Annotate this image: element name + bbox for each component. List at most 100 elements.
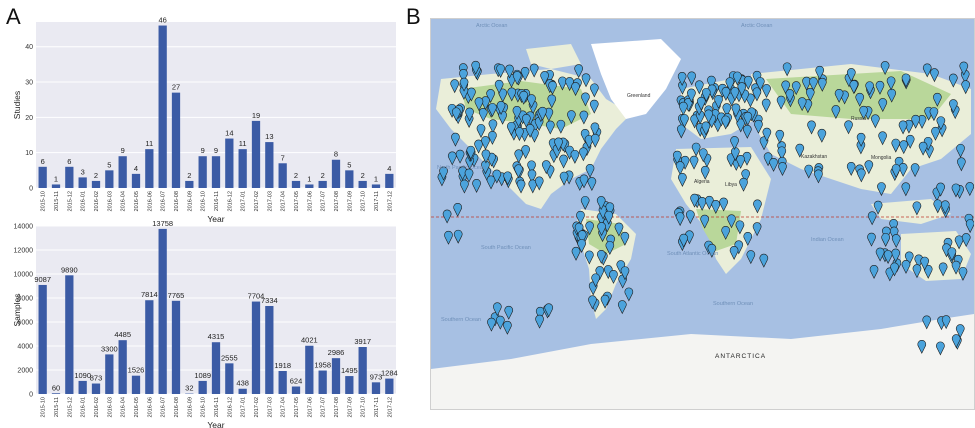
studies-bar <box>198 156 207 188</box>
samples-bar <box>305 345 314 394</box>
map-marker <box>585 250 594 265</box>
map-marker <box>889 226 899 241</box>
samples-bar <box>118 340 127 394</box>
map-marker <box>846 162 856 176</box>
map-marker <box>525 124 535 138</box>
studies-data-label: 13 <box>265 132 273 141</box>
map-marker <box>958 266 968 281</box>
samples-x-tick-label: 2017-12 <box>387 397 393 418</box>
map-marker <box>529 63 539 78</box>
map-marker <box>922 63 932 78</box>
map-canvas <box>431 19 974 409</box>
samples-data-label: 7814 <box>141 290 158 299</box>
studies-data-label: 11 <box>239 139 247 148</box>
samples-x-tick-label: 2017-03 <box>267 397 273 418</box>
samples-data-label: 9890 <box>61 265 78 274</box>
studies-data-label: 6 <box>67 157 71 166</box>
studies-data-label: 8 <box>334 150 338 159</box>
samples-bar <box>265 305 274 394</box>
map-marker <box>570 149 580 164</box>
map-marker <box>675 212 685 227</box>
map-marker <box>609 270 618 284</box>
map-marker <box>618 300 627 315</box>
map-marker <box>711 200 721 214</box>
map-marker <box>947 247 957 262</box>
map-marker <box>538 106 547 121</box>
map-marker <box>496 64 505 78</box>
world-map: Arctic Ocean Arctic Ocean Greenland Nort… <box>430 18 975 410</box>
map-marker <box>814 169 823 184</box>
samples-x-tick-label: 2016-08 <box>174 397 180 418</box>
map-marker <box>857 168 866 183</box>
map-marker <box>949 73 958 88</box>
samples-data-label: 1918 <box>274 361 291 370</box>
samples-data-label: 3300 <box>101 344 118 353</box>
samples-data-label: 4485 <box>114 330 131 339</box>
map-marker <box>951 260 961 275</box>
studies-x-tick-label: 2016-02 <box>94 191 100 212</box>
map-marker <box>605 241 615 255</box>
southern-ocean-label-1: Southern Ocean <box>441 317 482 323</box>
map-marker <box>904 251 914 266</box>
map-marker <box>912 201 922 216</box>
samples-y-tick-label: 6000 <box>17 320 33 327</box>
map-marker <box>741 169 750 184</box>
map-marker <box>554 137 563 152</box>
samples-y-tick-label: 8000 <box>17 296 33 303</box>
studies-x-tick-label: 2017-11 <box>374 191 380 211</box>
map-marker <box>687 71 696 86</box>
samples-bar <box>105 354 114 394</box>
map-marker <box>961 80 970 95</box>
map-marker <box>855 92 865 107</box>
samples-x-tick-label: 2017-11 <box>374 397 380 417</box>
studies-data-label: 14 <box>225 129 233 138</box>
map-marker <box>881 233 890 247</box>
studies-bar <box>185 180 194 188</box>
map-marker <box>891 164 901 178</box>
map-marker <box>725 77 735 92</box>
samples-bar <box>318 370 327 394</box>
map-marker <box>956 143 965 158</box>
map-marker <box>577 239 586 253</box>
southern-ocean-label-2: Southern Ocean <box>713 301 754 307</box>
studies-x-tick-label: 2016-06 <box>147 191 153 212</box>
map-marker <box>759 253 769 268</box>
map-marker <box>730 136 739 151</box>
map-marker <box>546 120 555 135</box>
map-marker <box>474 139 483 154</box>
map-marker <box>954 235 964 250</box>
map-marker <box>721 225 730 240</box>
studies-x-tick-label: 2016-07 <box>161 191 167 212</box>
map-marker <box>707 75 716 90</box>
map-marker <box>761 98 771 113</box>
map-marker <box>791 81 801 96</box>
map-marker <box>624 287 634 302</box>
map-marker <box>704 109 713 124</box>
samples-data-label: 60 <box>52 383 60 392</box>
map-marker <box>878 98 888 113</box>
samples-x-tick-label: 2016-03 <box>107 397 113 418</box>
studies-bar <box>158 25 167 188</box>
map-marker <box>451 132 460 147</box>
map-marker <box>527 169 537 184</box>
samples-x-tick-label: 2016-09 <box>187 397 193 418</box>
samples-bar <box>371 382 381 394</box>
map-marker <box>596 196 606 211</box>
map-marker <box>459 77 469 92</box>
map-marker <box>496 315 505 330</box>
panel-b-label: B <box>406 4 421 29</box>
samples-data-label: 7704 <box>248 292 265 301</box>
map-marker <box>700 214 709 229</box>
map-marker <box>695 80 704 95</box>
map-marker <box>807 120 816 135</box>
algeria-label: Algeria <box>694 179 710 185</box>
samples-x-axis-label: Year <box>207 420 224 428</box>
map-marker <box>472 179 481 193</box>
map-marker <box>965 182 974 197</box>
map-marker <box>880 61 890 76</box>
samples-bar <box>78 380 87 394</box>
sample-markers <box>437 60 974 356</box>
map-marker <box>616 260 626 275</box>
map-marker <box>600 294 610 309</box>
studies-data-label: 2 <box>187 171 191 180</box>
